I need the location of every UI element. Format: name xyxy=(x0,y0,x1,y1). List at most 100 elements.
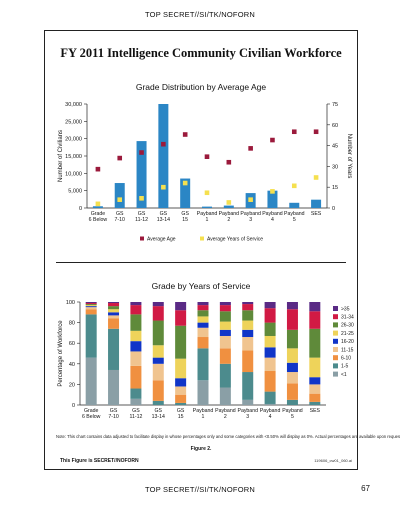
chart2-legend-swatch xyxy=(333,371,338,377)
chart1-y-tick-label: 10,000 xyxy=(65,171,82,177)
chart1-avg-age-marker xyxy=(291,129,297,135)
chart1-y2-tick-label: 75 xyxy=(332,102,338,108)
chart2-legend-label: 16-20 xyxy=(341,339,354,345)
chart1-avg-service-marker xyxy=(204,190,210,196)
chart1-bar xyxy=(114,183,125,208)
chart2-bar-segment xyxy=(152,380,164,401)
chart2-legend-swatch xyxy=(333,363,338,369)
chart2-bar-segment xyxy=(242,372,254,400)
chart2-bar-segment xyxy=(130,351,142,366)
figure-classification: This Figure is SECRET//NOFORN xyxy=(60,458,139,464)
chart2-bar-segment xyxy=(175,394,187,403)
chart2-legend-label: 11-15 xyxy=(341,347,354,353)
chart1-avg-age-marker xyxy=(139,150,144,155)
chart2-bar-segment xyxy=(286,383,298,400)
chart2-bar-segment xyxy=(219,302,231,306)
chart1-bar xyxy=(136,141,147,208)
chart2-bar-segment xyxy=(219,335,231,349)
chart1-x-tick-label: GS 13-14 xyxy=(157,211,170,223)
chart2-bar-segment xyxy=(197,305,209,311)
chart2-legend-swatch xyxy=(333,322,338,328)
chart2-bar-segment xyxy=(219,311,231,322)
chart2-bar-segment xyxy=(130,314,142,331)
chart2-bar-segment xyxy=(85,302,97,304)
chart1-legend-swatch-age xyxy=(140,236,144,241)
figure-label: Figure 2. xyxy=(190,446,212,452)
chart2-bar-segment xyxy=(108,312,120,316)
chart2-x-tick-label: Payband 4 xyxy=(260,408,281,420)
chart2-x-tick-label: GS 11-12 xyxy=(129,408,142,420)
chart2-bar-segment xyxy=(242,329,254,338)
chart2-legend-swatch xyxy=(333,314,338,320)
chart1-avg-age-marker xyxy=(182,132,188,137)
chart2-bar-segment xyxy=(197,322,209,328)
chart2-title: Grade by Years of Service xyxy=(151,281,251,291)
chart2-bar-segment xyxy=(175,402,187,405)
page-title: FY 2011 Intelligence Community Civilian … xyxy=(60,46,342,60)
chart1-y2-tick-label: 15 xyxy=(332,185,338,191)
chart2-bar-segment xyxy=(175,310,187,326)
classification-banner-bottom: TOP SECRET//SI/TK/NOFORN xyxy=(145,485,255,494)
chart2-x-tick-label: Grade 6 Below xyxy=(82,408,101,420)
chart1-avg-age-marker xyxy=(313,129,319,135)
chart2-bar-segment xyxy=(309,311,321,329)
chart2-bar-segment xyxy=(152,357,164,364)
chart2-bar-segment xyxy=(152,400,164,405)
chart2-x-tick-label: GS 13-14 xyxy=(152,408,165,420)
chart1-x-tick-label: Payband 1 xyxy=(197,211,218,223)
chart1-x-tick-label: Grade 6 Below xyxy=(89,211,108,223)
chart2-bar-segment xyxy=(309,393,321,402)
chart2-bar-segment xyxy=(264,403,276,405)
chart2-bar-segment xyxy=(130,365,142,389)
chart1-y-axis-label: Number of Civilians xyxy=(58,130,64,182)
chart2-bar-segment xyxy=(264,322,276,336)
chart1-avg-service-marker xyxy=(117,197,123,202)
chart2-bar-segment xyxy=(309,328,321,358)
chart2-x-tick-label: SES xyxy=(310,408,321,414)
chart2-bar-segment xyxy=(264,302,276,309)
chart1-bar xyxy=(267,190,278,208)
chart2-bar-segment xyxy=(197,302,209,306)
chart2-bar-segment xyxy=(264,357,276,372)
chart2-bar-segment xyxy=(152,320,164,346)
chart2-legend-label: 6-10 xyxy=(341,356,351,362)
chart1-avg-age-marker xyxy=(161,141,166,147)
chart1-avg-service-marker xyxy=(161,184,166,190)
chart2-bar-segment xyxy=(175,378,187,387)
footnote: Note: This chart contains data adjusted … xyxy=(56,434,400,439)
chart2-bar-segment xyxy=(242,350,254,373)
chart2-bar-segment xyxy=(219,305,231,312)
chart2-x-tick-label: GS 7-10 xyxy=(108,408,118,420)
chart2-bar-segment xyxy=(197,310,209,317)
chart2-bar-segment xyxy=(108,315,120,319)
chart2-y-tick-label: 80 xyxy=(69,321,75,327)
chart2-legend-swatch xyxy=(333,306,338,311)
chart-divider xyxy=(56,262,346,263)
chart1-y-tick-label: 15,000 xyxy=(65,154,82,160)
chart2-bar-segment xyxy=(219,329,231,336)
chart2-bar-segment xyxy=(152,363,164,381)
chart2-bar-segment xyxy=(286,372,298,384)
chart2-bar-segment xyxy=(309,401,321,405)
chart2-bar-segment xyxy=(175,386,187,395)
chart2-y-tick-label: 40 xyxy=(69,362,75,368)
chart2-legend-label: >35 xyxy=(341,306,350,312)
chart2-bar-segment xyxy=(309,357,321,378)
chart1-legend-swatch-service xyxy=(200,236,204,241)
chart2-bar-segment xyxy=(286,329,298,349)
chart2-legend-label: 1-5 xyxy=(341,364,348,370)
chart1-y-tick-label: 30,000 xyxy=(65,102,82,108)
chart2-bar-segment xyxy=(286,348,298,363)
chart2-bar-segment xyxy=(264,335,276,348)
chart2-y-axis-label: Percentage of Workforce xyxy=(58,320,64,387)
chart2-bar-segment xyxy=(264,371,276,392)
chart2-bar-segment xyxy=(85,303,97,305)
chart2-bar-segment xyxy=(108,309,120,313)
classification-banner-top: TOP SECRET//SI/TK/NOFORN xyxy=(145,10,255,19)
chart1-avg-service-marker xyxy=(270,189,275,194)
chart1-y-tick-label: 5,000 xyxy=(68,189,82,195)
chart2-bar-segment xyxy=(108,303,120,307)
chart2-bar-segment xyxy=(309,384,321,394)
chart1-avg-service-marker xyxy=(95,201,101,207)
chart2-x-tick-label: Payband 1 xyxy=(193,408,214,420)
